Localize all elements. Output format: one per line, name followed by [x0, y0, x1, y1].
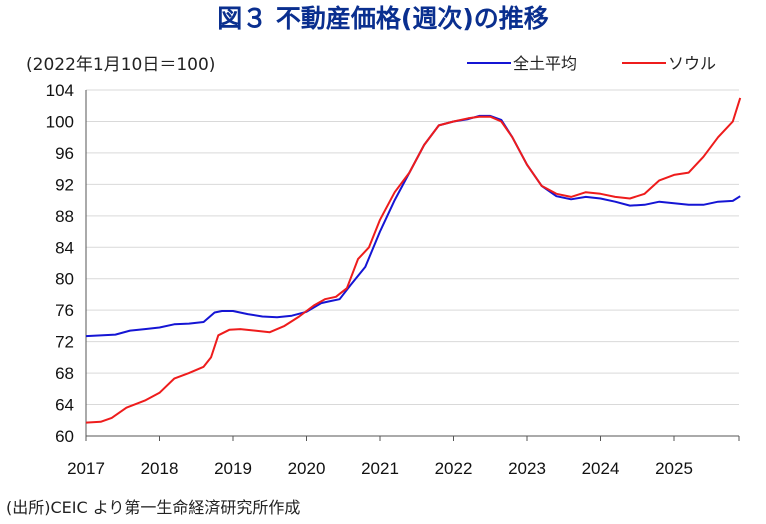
x-tick-label: 2019 — [214, 459, 252, 478]
source-note: (出所)CEIC より第一生命経済研究所作成 — [6, 498, 301, 517]
y-tick-label: 68 — [55, 364, 74, 383]
y-axis-ticks: 60 64 68 72 76 80 84 88 92 96 100 104 — [46, 81, 74, 446]
y-tick-label: 80 — [55, 270, 74, 289]
y-tick-label: 92 — [55, 175, 74, 194]
y-axis-unit-label: (2022年1月10日＝100) — [26, 55, 216, 75]
x-tick-label: 2023 — [508, 459, 546, 478]
x-axis-ticks: 2017 2018 2019 2020 2021 2022 2023 2024 2025 — [67, 436, 740, 478]
series-lines — [85, 97, 742, 424]
legend: 全土平均 ソウル — [467, 54, 716, 73]
y-tick-label: 100 — [46, 112, 74, 131]
x-tick-label: 2025 — [655, 459, 693, 478]
series-line-national — [85, 114, 741, 338]
chart-title: 図３ 不動産価格(週次)の推移 — [217, 4, 549, 33]
gridlines — [86, 89, 739, 406]
series-line-seoul — [85, 97, 742, 424]
x-tick-label: 2022 — [435, 459, 473, 478]
y-tick-label: 60 — [55, 427, 74, 446]
legend-label: 全土平均 — [513, 54, 577, 73]
y-tick-label: 84 — [55, 238, 74, 257]
y-tick-label: 104 — [46, 81, 74, 100]
y-tick-label: 88 — [55, 207, 74, 226]
axes — [85, 90, 739, 437]
y-tick-label: 76 — [55, 301, 74, 320]
y-tick-label: 72 — [55, 333, 74, 352]
x-tick-label: 2021 — [361, 459, 399, 478]
x-tick-label: 2018 — [141, 459, 179, 478]
y-tick-label: 96 — [55, 144, 74, 163]
x-tick-label: 2024 — [582, 459, 620, 478]
x-tick-label: 2020 — [288, 459, 326, 478]
legend-label: ソウル — [668, 54, 716, 73]
x-tick-label: 2017 — [67, 459, 105, 478]
y-tick-label: 64 — [55, 396, 74, 415]
